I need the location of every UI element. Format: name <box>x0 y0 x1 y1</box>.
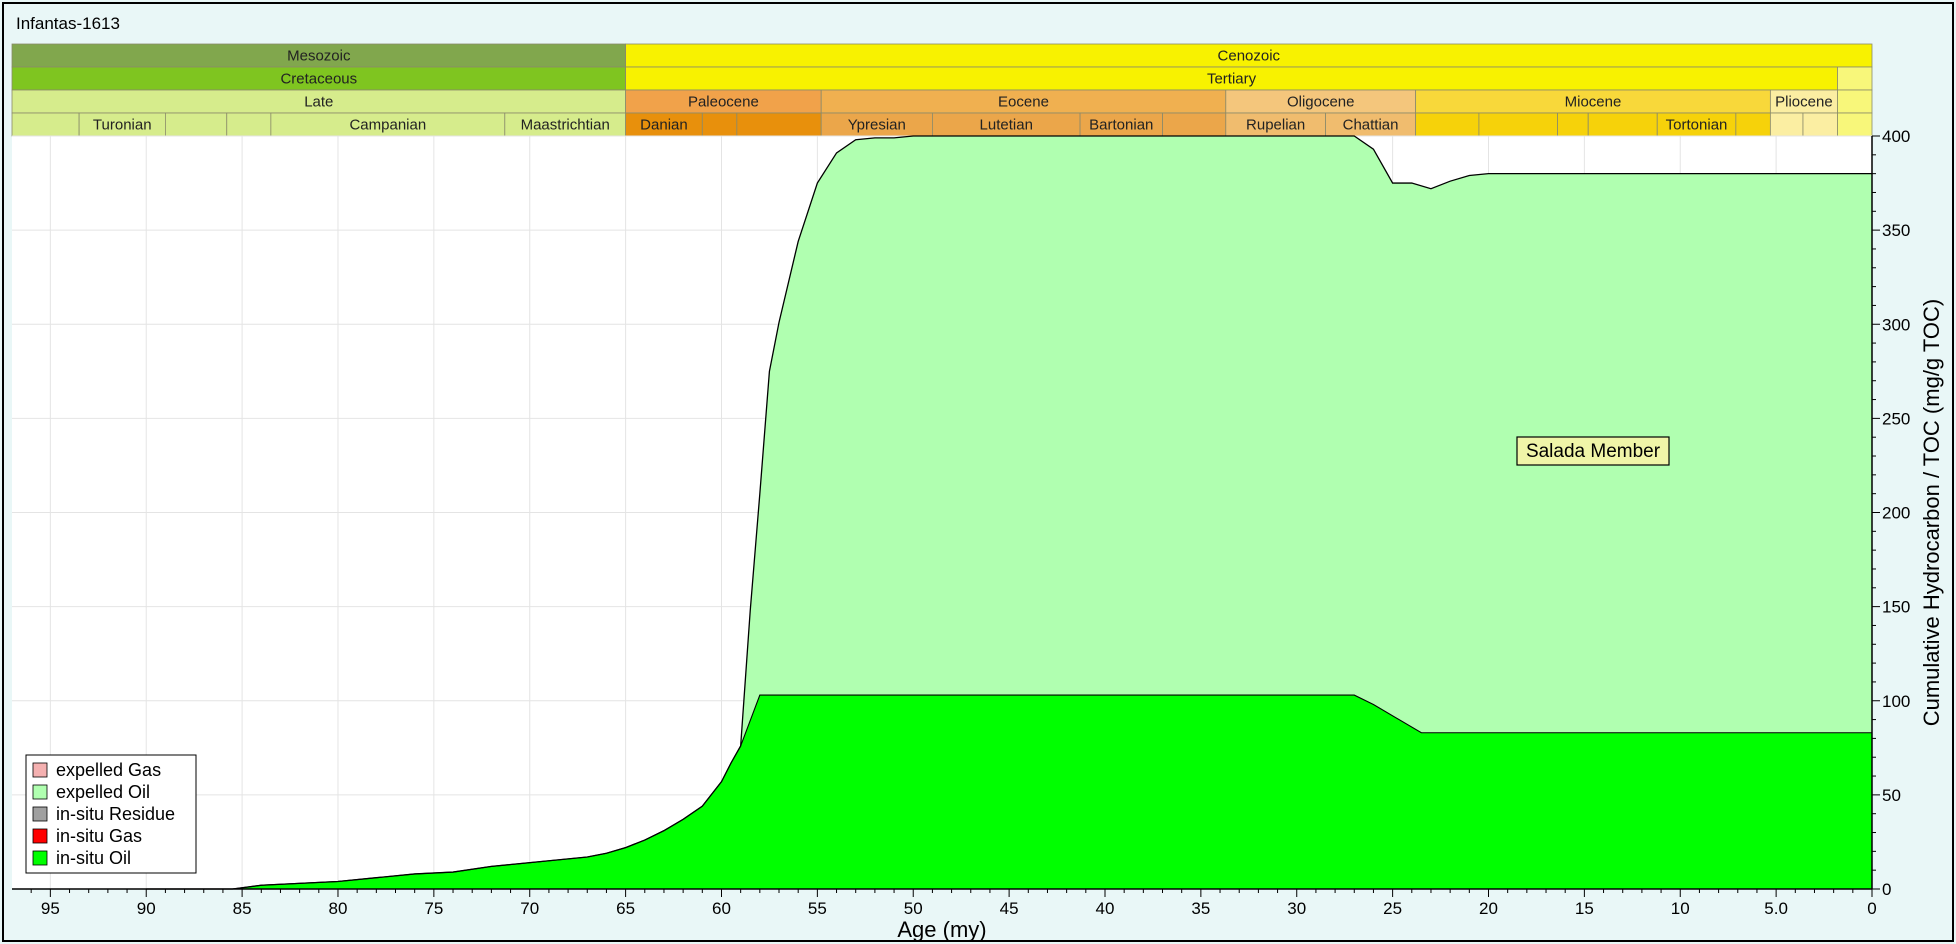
in-situ-oil-area <box>146 695 1872 889</box>
axes: 95 90 85 80 75 70 65 60 55 50 45 40 35 30 25 20 15 10 5.0 0… <box>12 127 1910 918</box>
legend-label: expelled Oil <box>56 782 150 802</box>
x-tick-label: 0 <box>1867 899 1876 918</box>
expelled-oil-area <box>146 136 1872 889</box>
y-tick-label: 50 <box>1882 786 1901 805</box>
x-tick-label: 95 <box>41 899 60 918</box>
y-tick-label: 150 <box>1882 598 1910 617</box>
timescale-cell <box>11 112 80 137</box>
y-tick-label: 300 <box>1882 315 1910 334</box>
x-tick-label: 85 <box>233 899 252 918</box>
annotation-box: Salada Member <box>1516 436 1670 466</box>
x-tick-label: 25 <box>1383 899 1402 918</box>
timescale-label: Cretaceous <box>280 71 357 88</box>
y-tick-label: 350 <box>1882 221 1910 240</box>
x-tick-label: 5.0 <box>1764 899 1788 918</box>
timescale-cell <box>1478 112 1558 137</box>
legend-label: in-situ Oil <box>56 848 131 868</box>
timescale-label: Danian <box>640 117 688 134</box>
timescale-cell <box>1802 112 1838 137</box>
timescale-cell <box>1837 89 1873 114</box>
timescale-label: Late <box>304 94 333 111</box>
x-tick-label: 70 <box>520 899 539 918</box>
series-areas <box>146 135 1872 890</box>
x-tick-label: 30 <box>1287 899 1306 918</box>
timescale-label: Mesozoic <box>287 48 351 65</box>
timescale-label: Paleocene <box>688 94 759 111</box>
legend-label: in-situ Residue <box>56 804 175 824</box>
x-tick-label: 65 <box>616 899 635 918</box>
y-tick-label: 0 <box>1882 880 1891 899</box>
x-tick-label: 45 <box>1000 899 1019 918</box>
timescale-label: Pliocene <box>1775 94 1833 111</box>
timescale-label: Rupelian <box>1246 117 1305 134</box>
legend-box <box>25 754 197 874</box>
timescale-cell <box>1769 112 1804 137</box>
timescale-label: Tertiary <box>1207 71 1257 88</box>
y-tick-label: 400 <box>1882 127 1910 146</box>
timescale-label: Maastrichtian <box>521 117 610 134</box>
timescale-label: Bartonian <box>1089 117 1153 134</box>
timescale-cell <box>1587 112 1658 137</box>
y-tick-label: 200 <box>1882 504 1910 523</box>
timescale-cell <box>1735 112 1771 137</box>
timescale-cell <box>226 112 272 137</box>
timescale-label: Miocene <box>1565 94 1622 111</box>
timescale-label: Oligocene <box>1287 94 1355 111</box>
timescale-label: Chattian <box>1343 117 1399 134</box>
x-tick-label: 20 <box>1479 899 1498 918</box>
y-tick-label: 100 <box>1882 692 1910 711</box>
timescale-cell <box>701 112 738 137</box>
legend-label: in-situ Gas <box>56 826 142 846</box>
timescale-cell <box>736 112 822 137</box>
timescale-label: Lutetian <box>980 117 1033 134</box>
x-tick-label: 35 <box>1191 899 1210 918</box>
timescale-cell <box>1557 112 1589 137</box>
legend-swatch <box>32 828 48 844</box>
timescale-cell <box>1837 66 1873 91</box>
timescale-cell <box>1837 112 1873 137</box>
timescale-cell <box>1162 112 1227 137</box>
legend-label: expelled Gas <box>56 760 161 780</box>
x-axis-label: Age (my) <box>897 917 986 942</box>
annotation-label: Salada Member <box>1526 441 1661 462</box>
timescale-label: Turonian <box>93 117 152 134</box>
legend-swatch <box>32 850 48 866</box>
in-situ-oil-outline <box>146 694 1872 890</box>
timescale-label: Tortonian <box>1666 117 1728 134</box>
y-axis-label: Cumulative Hydrocarbon / TOC (mg/g TOC) <box>1919 299 1944 727</box>
x-tick-label: 60 <box>712 899 731 918</box>
x-tick-label: 15 <box>1575 899 1594 918</box>
geologic-timescale: Mesozoic Cenozoic Cretaceous Tertiary Late Pa… <box>11 43 1873 137</box>
y-tick-label: 250 <box>1882 409 1910 428</box>
timescale-label: Eocene <box>998 94 1049 111</box>
annotation-box-rect <box>1516 436 1670 466</box>
timescale-cell <box>1415 112 1480 137</box>
timescale-cell <box>165 112 228 137</box>
legend-swatch <box>32 784 48 800</box>
x-tick-label: 90 <box>137 899 156 918</box>
x-tick-label: 55 <box>808 899 827 918</box>
window-title: Infantas-1613 <box>16 14 120 33</box>
legend-swatch <box>32 762 48 778</box>
timescale-label: Ypresian <box>848 117 906 134</box>
x-tick-label: 75 <box>424 899 443 918</box>
x-tick-label: 80 <box>329 899 348 918</box>
timescale-label: Campanian <box>349 117 426 134</box>
legend-swatch <box>32 806 48 822</box>
x-tick-label: 40 <box>1096 899 1115 918</box>
timescale-label: Cenozoic <box>1218 48 1281 65</box>
x-tick-label: 50 <box>904 899 923 918</box>
x-tick-label: 10 <box>1671 899 1690 918</box>
